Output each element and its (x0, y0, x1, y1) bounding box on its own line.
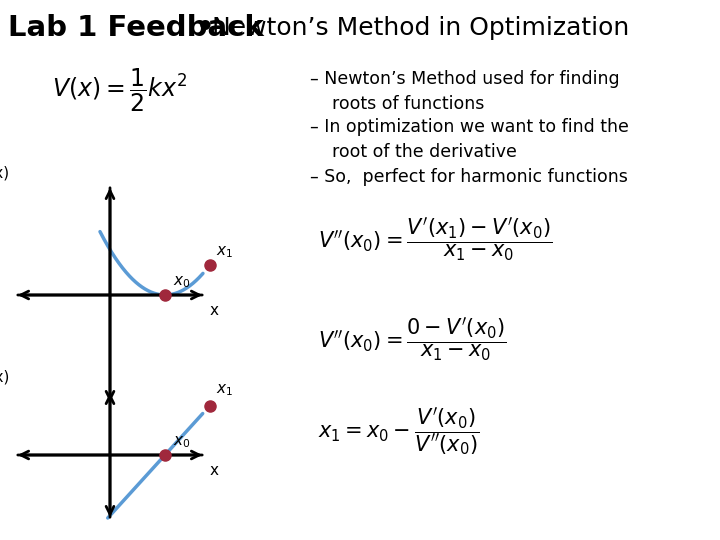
Text: V(x): V(x) (0, 165, 10, 180)
Text: – Newton’s Method used for finding
    roots of functions: – Newton’s Method used for finding roots… (310, 70, 620, 113)
Text: $x_0$: $x_0$ (173, 434, 191, 450)
Text: $x_1$: $x_1$ (216, 244, 233, 260)
Text: V'(x): V'(x) (0, 370, 10, 385)
Text: $x_0$: $x_0$ (173, 274, 191, 290)
Text: – So,  perfect for harmonic functions: – So, perfect for harmonic functions (310, 168, 628, 186)
Text: $x_1$: $x_1$ (216, 382, 233, 397)
Text: •: • (196, 14, 215, 42)
Text: $x_1=x_0-\dfrac{V'(x_0)}{V''(x_0)}$: $x_1=x_0-\dfrac{V'(x_0)}{V''(x_0)}$ (318, 405, 480, 457)
Text: x: x (210, 303, 219, 318)
Text: $V''(x_0)=\dfrac{0-V'(x_0)}{x_1-x_0}$: $V''(x_0)=\dfrac{0-V'(x_0)}{x_1-x_0}$ (318, 315, 506, 363)
Text: $V(x)=\dfrac{1}{2}kx^{2}$: $V(x)=\dfrac{1}{2}kx^{2}$ (53, 66, 188, 114)
Text: Newton’s Method in Optimization: Newton’s Method in Optimization (212, 16, 629, 40)
Text: x: x (210, 463, 219, 478)
Text: Lab 1 Feedback: Lab 1 Feedback (8, 14, 264, 42)
Text: – In optimization we want to find the
    root of the derivative: – In optimization we want to find the ro… (310, 118, 629, 161)
Text: $V''(x_0)=\dfrac{V'(x_1)-V'(x_0)}{x_1-x_0}$: $V''(x_0)=\dfrac{V'(x_1)-V'(x_0)}{x_1-x_… (318, 215, 552, 263)
